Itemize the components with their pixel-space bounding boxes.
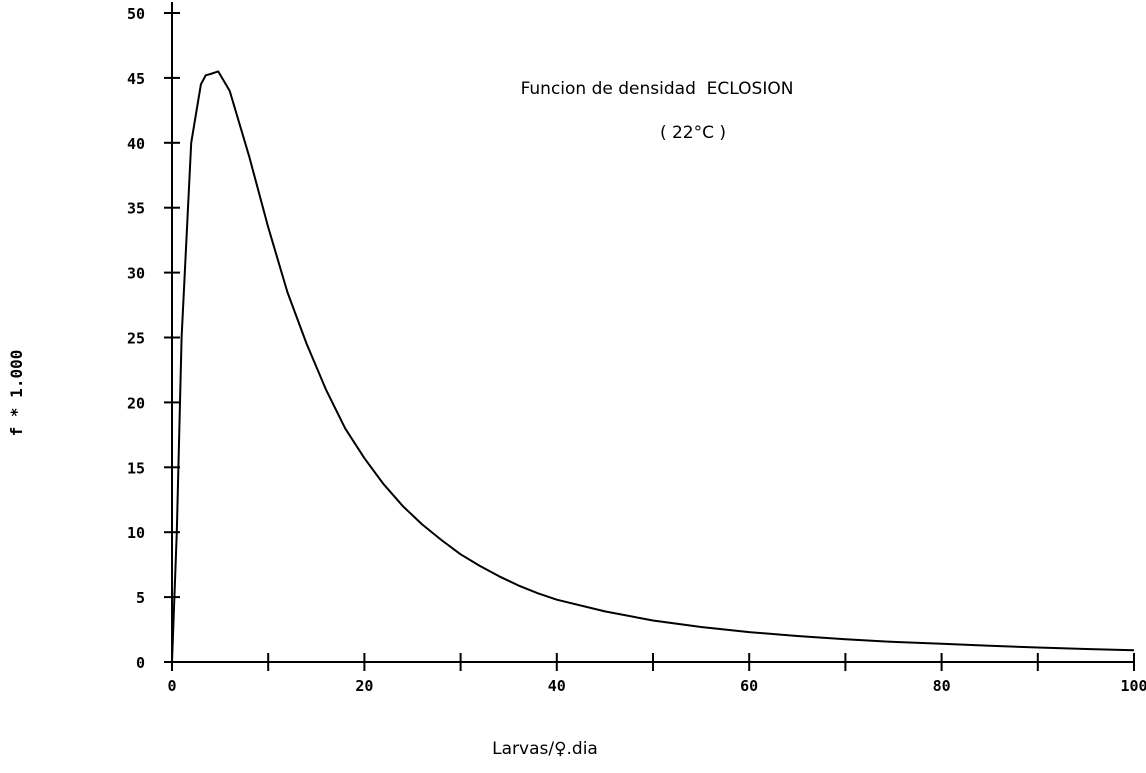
y-tick-label: 0 [136, 654, 145, 672]
x-tick-label: 20 [355, 677, 373, 695]
y-tick-label: 30 [127, 265, 145, 283]
chart-marks: 0 20 40 60 80 100 0 5 10 15 20 25 30 35 40 45 50 [127, 5, 1146, 695]
y-tick-label: 50 [127, 5, 145, 23]
y-tick-label: 45 [127, 70, 145, 88]
density-curve [171, 70, 1135, 663]
y-tick-label: 5 [136, 589, 145, 607]
chart-subtitle: ( 22°C ) [660, 123, 726, 143]
x-axis-title: Larvas/♀.dia [492, 739, 598, 759]
y-tick-label: 40 [127, 135, 145, 153]
x-tick-label: 80 [933, 677, 951, 695]
x-tick-label: 40 [548, 677, 566, 695]
x-tick-label: 100 [1120, 677, 1146, 695]
x-tick-label: 60 [740, 677, 758, 695]
y-tick-label: 35 [127, 200, 145, 218]
chart-title: Funcion de densidad ECLOSION [521, 79, 794, 99]
y-tick-label: 10 [127, 524, 145, 542]
y-tick-label: 20 [127, 394, 145, 412]
y-tick-label: 25 [127, 330, 145, 348]
y-tick-label: 15 [127, 459, 145, 477]
y-axis-title: f * 1.000 [7, 350, 26, 437]
x-tick-label: 0 [167, 677, 176, 695]
